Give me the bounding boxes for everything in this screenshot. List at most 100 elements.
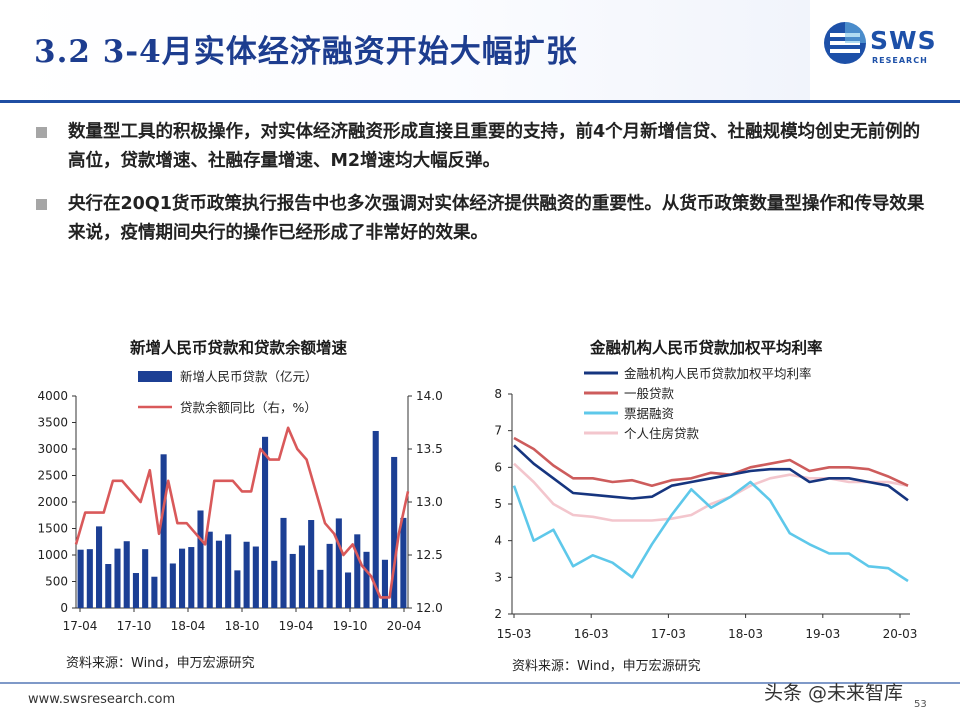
bar <box>114 548 121 608</box>
x-tick-label: 19-10 <box>333 619 368 633</box>
sws-logo: SWS RESEARCH <box>822 20 952 72</box>
left-chart-title: 新增人民币贷款和贷款余额增速 <box>130 339 348 357</box>
series-line <box>513 462 909 522</box>
x-tick-label: 18-04 <box>171 619 206 633</box>
bar <box>105 564 112 608</box>
x-tick-label: 19-04 <box>279 619 314 633</box>
y-tick-label: 8 <box>494 387 502 401</box>
bar <box>151 576 158 608</box>
left-chart-source: 资料来源：Wind，申万宏源研究 <box>66 656 255 671</box>
logo-subtext: RESEARCH <box>872 56 928 65</box>
bullet-square-icon <box>36 199 47 210</box>
bullet-list: 数量型工具的积极操作，对实体经济融资形成直接且重要的支持，前4个月新增信贷、社融… <box>36 118 936 262</box>
x-tick-label: 17-04 <box>63 619 98 633</box>
bar <box>243 541 250 608</box>
left-chart: 0 500 1000 1500 2000 2500 3000 3500 4000 12.0 12.5… <box>37 369 443 633</box>
legend-line-label: 贷款余额同比（右，%） <box>180 400 317 415</box>
x-tick-label: 17-03 <box>651 627 686 641</box>
y2-tick-label: 14.0 <box>416 389 443 403</box>
bar <box>142 549 149 608</box>
y-tick-label: 500 <box>45 575 68 589</box>
bar <box>271 560 278 608</box>
bar <box>132 573 139 608</box>
bar <box>123 541 130 608</box>
bar <box>372 430 379 608</box>
right-chart-title: 金融机构人民币贷款加权平均利率 <box>590 339 823 357</box>
title-underline <box>0 100 960 103</box>
y2-tick-label: 12.0 <box>416 601 443 615</box>
y-tick-label: 2 <box>494 607 502 621</box>
series-line <box>512 480 909 583</box>
x-tick-label: 15-03 <box>497 627 532 641</box>
bar <box>298 545 305 608</box>
series-line <box>513 444 909 502</box>
bar <box>317 569 324 608</box>
bar <box>391 456 398 608</box>
watermark: 头条 @未来智库 <box>764 682 904 704</box>
y2-tick-label: 12.5 <box>416 548 443 562</box>
title-bar: 3.2 3-4月实体经济融资开始大幅扩张 SWS RESEARCH <box>0 0 960 104</box>
bar <box>206 531 213 608</box>
bar <box>225 534 232 608</box>
bar <box>160 454 167 608</box>
y-tick-label: 6 <box>494 460 502 474</box>
bar <box>326 543 333 608</box>
y2-tick-label: 13.5 <box>416 442 443 456</box>
sws-logo-icon <box>824 22 866 64</box>
x-tick-label: 19-03 <box>805 627 840 641</box>
bullet-text: 央行在20Q1货币政策执行报告中也多次强调对实体经济提供融资的重要性。从货币政策… <box>68 194 925 243</box>
y-tick-label: 3000 <box>37 442 68 456</box>
bar <box>363 551 370 608</box>
x-tick-label: 20-03 <box>883 627 918 641</box>
y-tick-label: 1000 <box>37 548 68 562</box>
y2-tick-label: 13.0 <box>416 495 443 509</box>
bar <box>289 553 296 608</box>
bar <box>381 559 388 608</box>
footer-url[interactable]: www.swsresearch.com <box>28 692 176 707</box>
page-number: 53 <box>914 699 927 710</box>
bar <box>262 436 269 608</box>
legend-label: 票据融资 <box>624 406 674 421</box>
bar <box>345 572 352 608</box>
y-tick-label: 4 <box>494 534 502 548</box>
loan-growth-line <box>74 426 410 599</box>
bar <box>308 520 315 608</box>
y-tick-label: 0 <box>60 601 68 615</box>
bar <box>179 548 186 608</box>
footer-divider <box>0 682 960 684</box>
right-chart-source: 资料来源：Wind，申万宏源研究 <box>512 659 701 674</box>
x-tick-label: 18-03 <box>728 627 763 641</box>
logo-text: SWS <box>870 26 937 55</box>
bar <box>234 570 241 608</box>
x-tick-label: 18-10 <box>225 619 260 633</box>
title-band <box>0 0 810 100</box>
legend-label: 金融机构人民币贷款加权平均利率 <box>624 366 812 381</box>
bar <box>215 540 222 608</box>
x-tick-label: 20-04 <box>387 619 422 633</box>
y-tick-label: 2000 <box>37 495 68 509</box>
y-tick-label: 3 <box>494 570 502 584</box>
bar <box>188 547 195 608</box>
legend-bar-swatch <box>138 371 172 382</box>
x-tick-label: 17-10 <box>117 619 152 633</box>
series-line <box>513 436 909 487</box>
bar <box>86 549 93 608</box>
bullet-square-icon <box>36 127 47 138</box>
y-tick-label: 5 <box>494 497 502 511</box>
bar <box>252 546 259 608</box>
bar <box>335 518 342 608</box>
y-tick-label: 3500 <box>37 416 68 430</box>
legend-label: 一般贷款 <box>624 386 675 401</box>
bar <box>400 517 407 608</box>
bullet-item: 数量型工具的积极操作，对实体经济融资形成直接且重要的支持，前4个月新增信贷、社融… <box>36 118 936 176</box>
bullet-text: 数量型工具的积极操作，对实体经济融资形成直接且重要的支持，前4个月新增信贷、社融… <box>68 122 921 171</box>
bar <box>280 517 287 608</box>
bar <box>96 526 103 608</box>
y-tick-label: 1500 <box>37 522 68 536</box>
legend-bar-label: 新增人民币贷款（亿元） <box>180 369 318 384</box>
bar <box>77 549 84 608</box>
page-title: 3.2 3-4月实体经济融资开始大幅扩张 <box>34 34 578 70</box>
bar <box>169 563 176 608</box>
bullet-item: 央行在20Q1货币政策执行报告中也多次强调对实体经济提供融资的重要性。从货币政策… <box>36 190 936 248</box>
y-tick-label: 2500 <box>37 469 68 483</box>
